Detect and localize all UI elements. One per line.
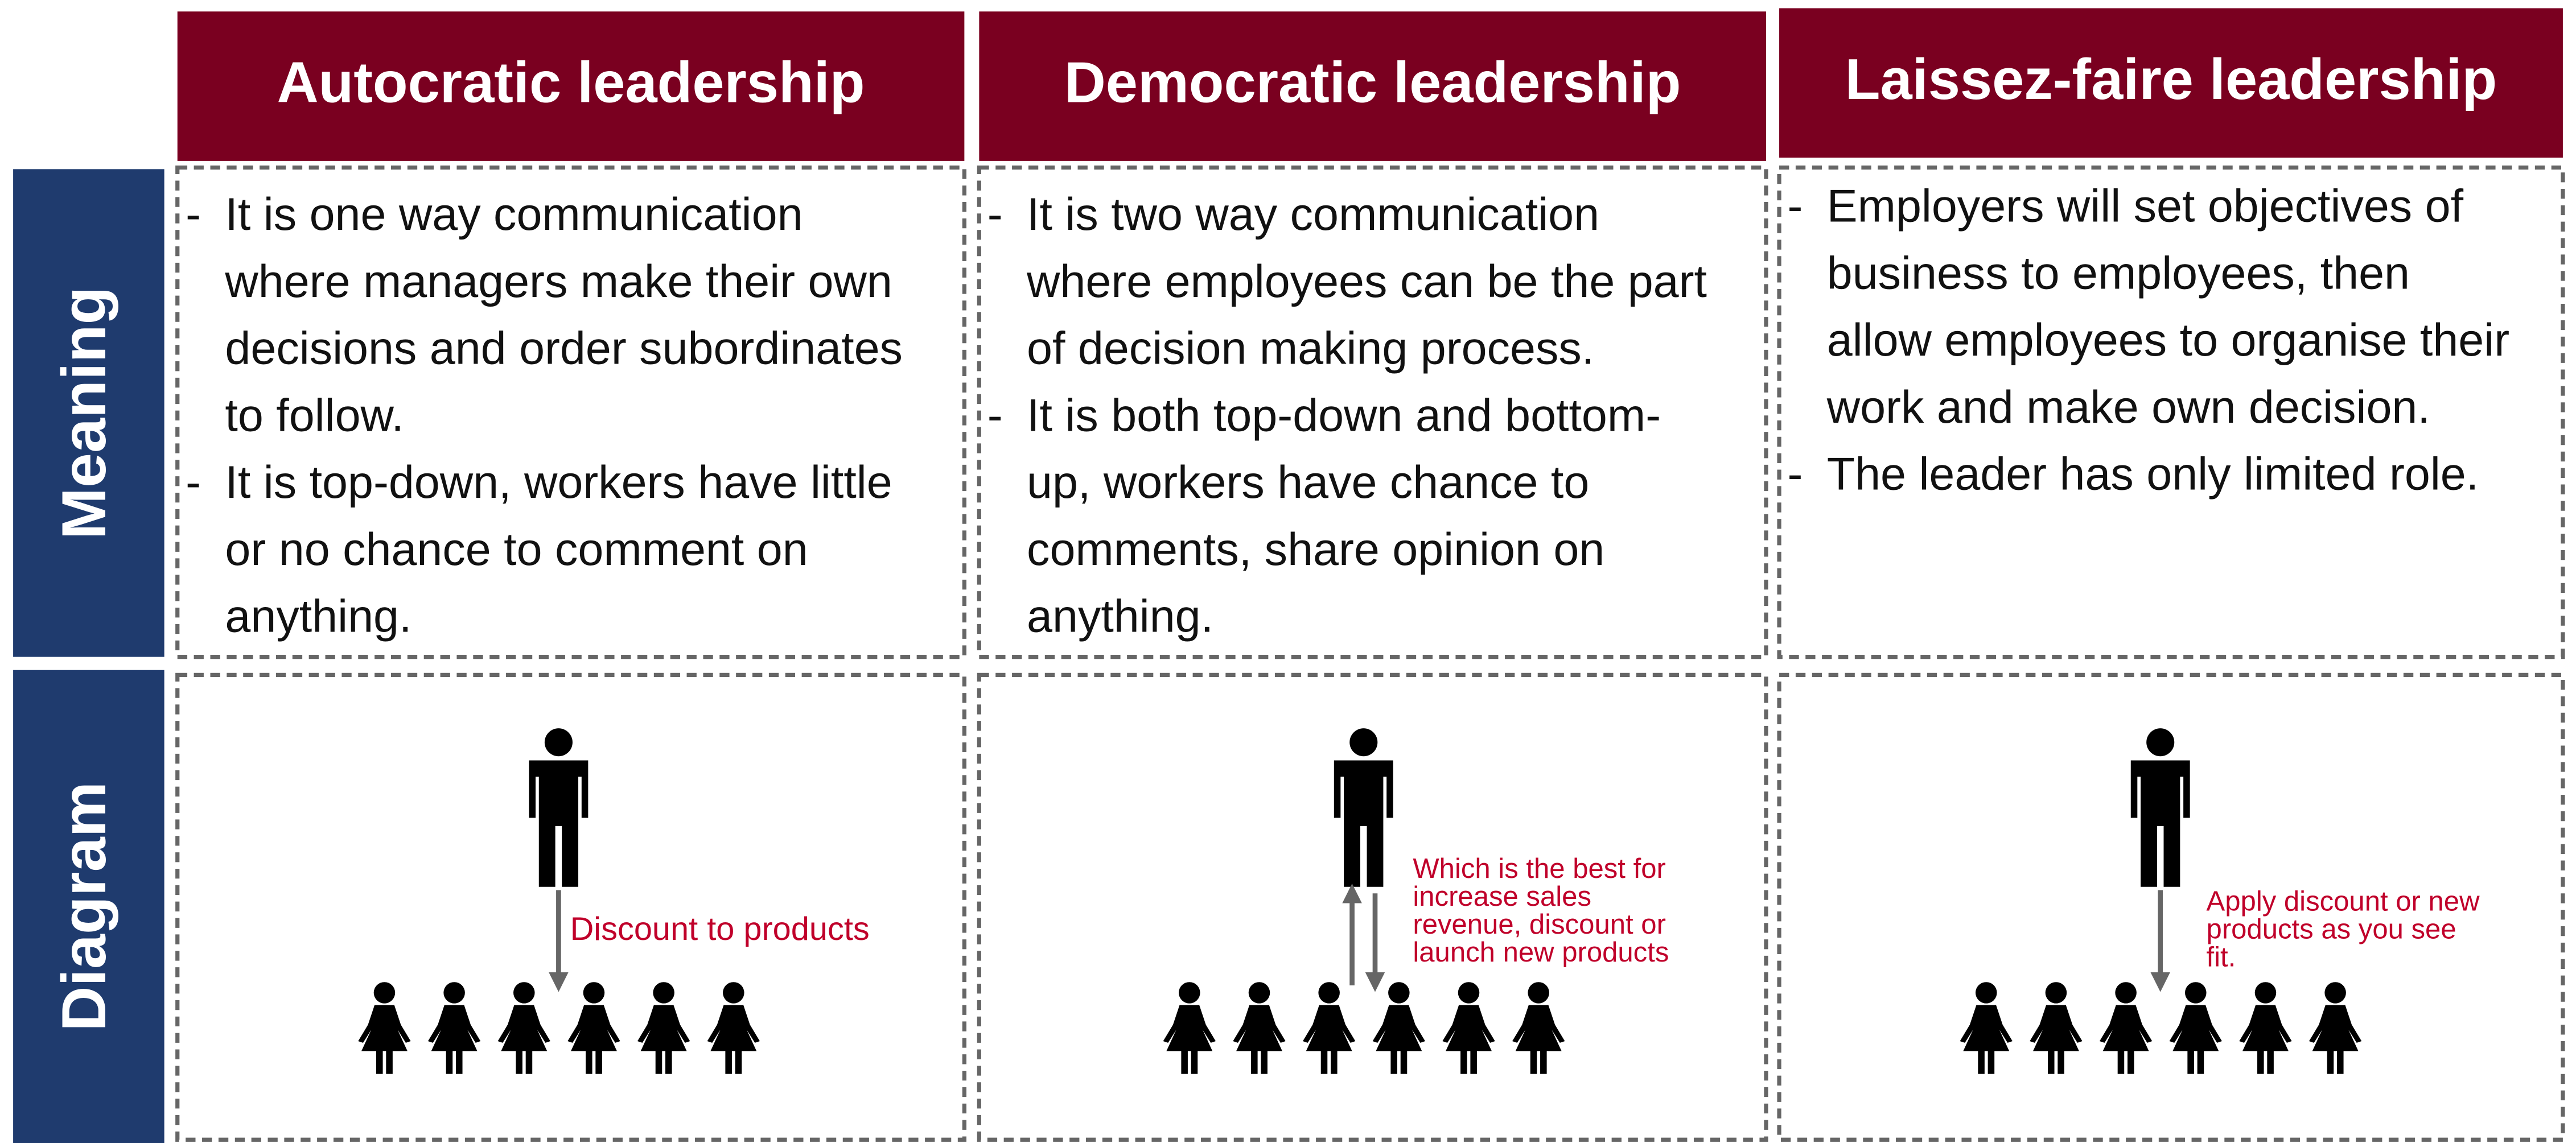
- worker-icon: [1233, 982, 1286, 1074]
- worker-icon: [1442, 982, 1495, 1074]
- diagram-note: Which is the best for: [1413, 853, 1665, 884]
- diagram-note: products as you see: [2207, 914, 2456, 945]
- column-header: [979, 11, 1766, 161]
- meaning-cell: [977, 165, 1768, 659]
- meaning-cell: [1777, 165, 2565, 659]
- worker-icon: [1960, 982, 2013, 1074]
- diagram-cell: [977, 672, 1768, 1142]
- diagram-note: revenue, discount or: [1413, 909, 1666, 940]
- leader-icon: [2130, 728, 2190, 887]
- bullet-dash: -: [186, 457, 201, 508]
- worker-icon: [567, 982, 620, 1074]
- worker-icon: [1163, 982, 1216, 1074]
- meaning-cell: [175, 165, 966, 659]
- bullet-dash: -: [1787, 449, 1803, 500]
- diagram-note: fit.: [2207, 942, 2236, 973]
- meaning-text: anything.: [225, 591, 411, 642]
- worker-icon: [427, 982, 481, 1074]
- worker-icon: [1512, 982, 1565, 1074]
- worker-icon: [2308, 982, 2362, 1074]
- worker-icon: [707, 982, 760, 1074]
- leader-icon: [529, 728, 589, 887]
- column-header: [1779, 8, 2563, 158]
- worker-icon: [497, 982, 550, 1074]
- row-label: Diagram: [50, 782, 119, 1031]
- worker-icon: [2239, 982, 2292, 1074]
- row-label: Meaning: [50, 287, 119, 540]
- diagram-note: launch new products: [1413, 937, 1669, 968]
- meaning-text: business to employees, then: [1827, 247, 2410, 299]
- worker-icon: [1372, 982, 1426, 1074]
- column-title: Autocratic leadership: [277, 51, 865, 115]
- diagram-note: Apply discount or new: [2207, 886, 2480, 917]
- worker-icon: [637, 982, 690, 1074]
- meaning-text: It is one way communication: [225, 189, 803, 240]
- column-title: Laissez-faire leadership: [1845, 48, 2497, 112]
- meaning-text: It is both top-down and bottom-: [1027, 390, 1661, 441]
- diagram-note: Discount to products: [570, 911, 870, 947]
- meaning-text: of decision making process.: [1027, 323, 1594, 374]
- bullet-dash: -: [186, 189, 201, 240]
- column-header: [177, 11, 965, 161]
- diagram-cell: [175, 672, 966, 1142]
- meaning-text: where employees can be the part: [1026, 256, 1707, 307]
- meaning-text: comments, share opinion on: [1027, 524, 1604, 575]
- diagram-note: increase sales: [1413, 881, 1591, 912]
- bullet-dash: -: [1787, 181, 1803, 232]
- meaning-text: or no chance to comment on: [225, 524, 808, 575]
- worker-icon: [358, 982, 411, 1074]
- bullet-dash: -: [987, 189, 1003, 240]
- meaning-text: It is top-down, workers have little: [225, 457, 892, 508]
- meaning-text: anything.: [1027, 591, 1213, 642]
- meaning-text: work and make own decision.: [1826, 382, 2430, 433]
- meaning-text: allow employees to organise their: [1827, 315, 2509, 366]
- worker-icon: [2030, 982, 2083, 1074]
- column-title: Democratic leadership: [1064, 51, 1681, 115]
- row-header: [13, 169, 164, 657]
- meaning-text: up, workers have chance to: [1027, 457, 1589, 508]
- meaning-text: to follow.: [225, 390, 404, 441]
- row-header: [13, 670, 164, 1143]
- meaning-text: The leader has only limited role.: [1827, 449, 2479, 500]
- leader-icon: [1334, 728, 1393, 887]
- meaning-text: decisions and order subordinates: [225, 323, 902, 374]
- worker-icon: [2169, 982, 2222, 1074]
- meaning-text: Employers will set objectives of: [1827, 181, 2464, 232]
- worker-icon: [1302, 982, 1356, 1074]
- meaning-text: It is two way communication: [1027, 189, 1599, 240]
- bullet-dash: -: [987, 390, 1003, 441]
- worker-icon: [2099, 982, 2153, 1074]
- meaning-text: where managers make their own: [224, 256, 892, 307]
